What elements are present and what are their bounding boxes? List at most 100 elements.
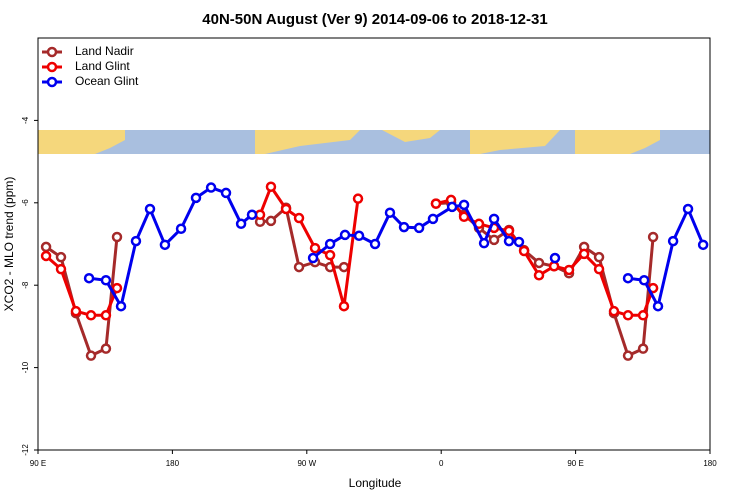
data-point	[324, 238, 336, 250]
data-point	[144, 203, 156, 215]
data-point	[339, 229, 351, 241]
data-point	[593, 251, 605, 263]
data-point	[513, 236, 525, 248]
x-tick-label: 180	[703, 459, 717, 468]
data-point	[307, 252, 319, 264]
data-point	[100, 275, 112, 286]
x-tick-label: 90 E	[567, 459, 583, 468]
data-point	[549, 252, 561, 264]
data-point	[309, 242, 321, 254]
data-point	[533, 270, 545, 281]
data-point	[220, 187, 232, 199]
data-point	[100, 310, 112, 321]
data-point	[488, 234, 500, 246]
x-tick-label: 180	[166, 459, 180, 468]
y-tick-label: -10	[21, 361, 30, 373]
data-point	[190, 192, 202, 204]
data-point	[175, 223, 187, 235]
data-point	[338, 261, 350, 273]
data-point	[548, 260, 560, 272]
data-point	[100, 343, 112, 354]
data-point	[85, 310, 97, 321]
data-point	[427, 213, 439, 225]
data-point	[458, 211, 470, 223]
data-point	[622, 272, 634, 284]
legend-label: Ocean Glint	[75, 74, 139, 88]
data-point	[40, 250, 52, 262]
chart-title: 40N-50N August (Ver 9) 2014-09-06 to 201…	[202, 11, 547, 28]
data-point	[111, 231, 123, 243]
data-point	[593, 263, 605, 275]
legend-label: Land Nadir	[75, 44, 134, 58]
y-tick-label: -6	[21, 199, 30, 207]
x-tick-label: 0	[439, 459, 444, 468]
data-point	[458, 199, 470, 211]
data-point	[40, 241, 52, 253]
legend-marker	[46, 61, 58, 73]
x-axis-label: Longitude	[349, 476, 402, 490]
data-point	[85, 350, 97, 361]
legend-marker	[46, 76, 58, 88]
x-tick-label: 90 E	[30, 459, 46, 468]
data-point	[159, 239, 171, 251]
data-point	[265, 181, 277, 192]
data-point	[430, 198, 442, 209]
data-point	[70, 305, 82, 317]
data-point	[254, 209, 266, 220]
data-point	[352, 193, 364, 204]
data-point	[667, 235, 679, 247]
map-strip	[38, 130, 710, 154]
x-tick-label: 90 W	[297, 459, 316, 468]
data-point	[637, 310, 649, 321]
series-line	[88, 186, 705, 308]
data-point	[398, 221, 410, 233]
data-point	[55, 263, 67, 275]
data-point	[488, 213, 500, 225]
data-point	[353, 230, 365, 242]
plot-frame	[37, 37, 711, 451]
data-point	[503, 235, 515, 247]
data-point	[503, 225, 515, 237]
data-point	[622, 310, 634, 321]
y-tick-label: -4	[21, 116, 30, 124]
data-point	[338, 300, 350, 312]
data-point	[384, 207, 396, 218]
data-point	[111, 282, 123, 294]
data-point	[622, 350, 634, 361]
data-point	[563, 264, 575, 276]
data-point	[205, 182, 217, 193]
data-point	[293, 261, 305, 273]
data-point	[638, 275, 650, 286]
data-point	[83, 272, 95, 284]
data-point	[652, 300, 664, 312]
legend-marker	[46, 46, 58, 58]
data-point	[478, 237, 490, 249]
y-tick-label: -8	[21, 281, 30, 289]
y-tick-label: -12	[21, 444, 30, 456]
data-point	[413, 222, 425, 234]
legend-label: Land Glint	[75, 59, 130, 73]
series-line	[45, 201, 655, 358]
data-point	[55, 251, 67, 263]
data-point	[369, 238, 381, 250]
data-point	[637, 343, 649, 354]
data-point	[518, 245, 530, 257]
data-point	[697, 239, 709, 251]
data-point	[265, 215, 277, 227]
series-line	[45, 185, 655, 317]
data-point	[533, 257, 545, 269]
data-point	[280, 203, 292, 215]
data-point	[130, 235, 142, 247]
y-axis-label: XCO2 - MLO trend (ppm)	[2, 177, 16, 312]
data-point	[608, 305, 620, 317]
data-point	[446, 201, 458, 213]
data-point	[647, 231, 659, 243]
data-point	[115, 300, 127, 312]
data-point	[246, 209, 258, 220]
data-point	[235, 218, 247, 230]
data-point	[578, 248, 590, 260]
data-point	[324, 249, 336, 261]
data-point	[293, 212, 305, 224]
data-point	[682, 203, 694, 215]
